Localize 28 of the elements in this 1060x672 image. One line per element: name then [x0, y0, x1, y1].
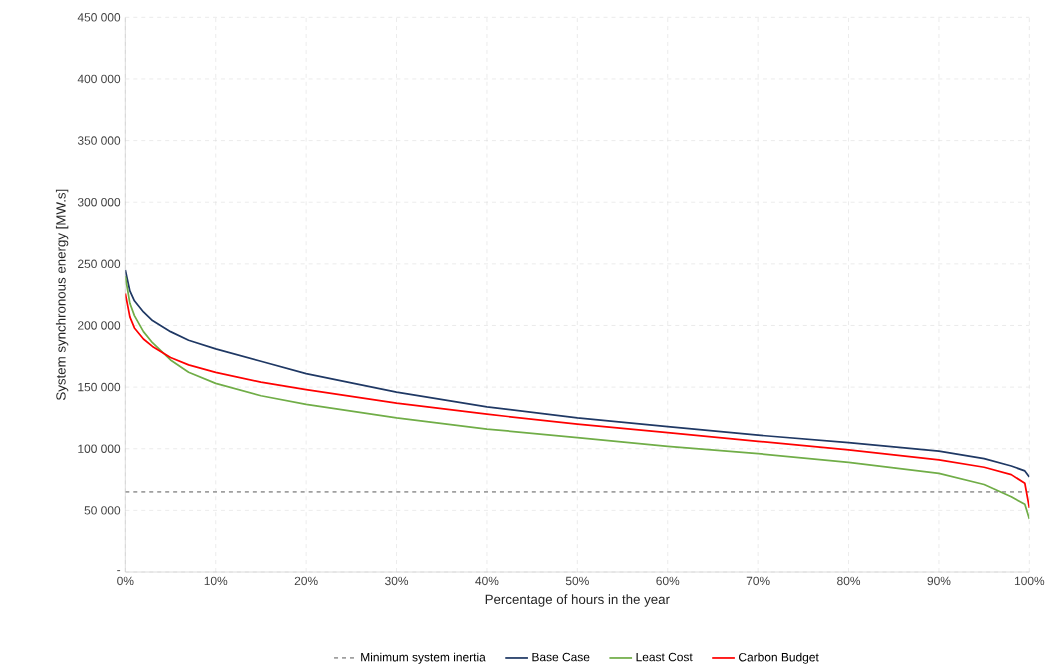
- legend-label: Carbon Budget: [739, 652, 819, 664]
- y-tick-label: 450 000: [77, 13, 121, 22]
- x-tick-label: 90%: [927, 576, 951, 586]
- y-tick-label: 400 000: [77, 74, 121, 84]
- x-tick-label: 100%: [1014, 576, 1045, 586]
- y-tick-label: 300 000: [77, 197, 121, 207]
- y-tick-label: -: [117, 570, 121, 572]
- x-tick-label: 40%: [475, 576, 499, 586]
- x-tick-label: 0%: [117, 576, 134, 586]
- x-tick-label: 10%: [204, 576, 228, 586]
- y-tick-label: 250 000: [78, 259, 121, 269]
- legend-label: Minimum system inertia: [361, 652, 486, 664]
- x-axis-title: Percentage of hours in the year: [485, 594, 670, 607]
- y-tick-label: 200 000: [78, 321, 121, 330]
- line-series: [125, 269, 1030, 478]
- x-tick-label: 30%: [385, 576, 409, 586]
- y-axis-title: System synchronous energy [MW.s]: [55, 189, 69, 400]
- y-tick-label: 150 000: [78, 382, 121, 392]
- y-tick-label: 350 000: [77, 136, 121, 145]
- x-tick-label: 50%: [565, 576, 589, 586]
- legend-label: Base Case: [532, 652, 590, 662]
- x-tick-label: 70%: [746, 576, 770, 586]
- x-tick-label: 60%: [656, 576, 680, 586]
- x-tick-label: 20%: [294, 576, 318, 586]
- y-tick-label: 100 000: [78, 444, 121, 453]
- legend-label: Least Cost: [636, 652, 693, 662]
- y-tick-label: 50 000: [84, 506, 121, 515]
- x-tick-label: 80%: [837, 576, 861, 586]
